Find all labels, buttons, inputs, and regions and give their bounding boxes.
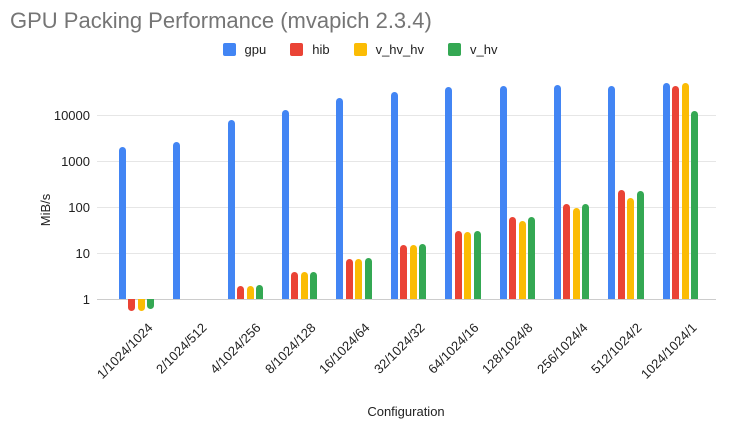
bar-hib-16-1024-64	[345, 258, 353, 299]
bar-v_hv_hv-1024-1024-1	[681, 82, 689, 299]
gridline	[97, 161, 716, 163]
y-tick-label: 10	[75, 245, 90, 261]
bar-v_hv-512-1024-2	[636, 191, 644, 299]
bar-hib-256-1024-4	[563, 203, 571, 299]
y-tick-label: 1000	[61, 153, 90, 169]
bar-hib-8-1024-128	[291, 272, 299, 299]
bar-v_hv-128-1024-8	[528, 217, 536, 299]
legend-swatch-gpu	[222, 43, 236, 56]
bar-v_hv-1-1024-1024	[147, 299, 155, 310]
x-tick-label: 64/1024/16	[424, 320, 482, 377]
bar-hib-32-1024-32	[400, 245, 408, 299]
bar-hib-512-1024-2	[617, 190, 625, 299]
y-tick-label: 100	[68, 199, 90, 215]
bar-gpu-16-1024-64	[336, 97, 344, 299]
legend-label: v_hv	[470, 42, 498, 57]
bar-gpu-128-1024-8	[499, 86, 507, 299]
x-axis-title: Configuration	[367, 404, 445, 419]
legend-label: gpu	[244, 42, 267, 57]
legend-item-gpu: gpu	[222, 42, 267, 57]
bar-v_hv_hv-64-1024-16	[464, 231, 472, 299]
bar-gpu-32-1024-32	[390, 91, 398, 299]
bar-gpu-64-1024-16	[445, 87, 453, 299]
bar-gpu-8-1024-128	[281, 110, 289, 299]
bar-hib-64-1024-16	[454, 231, 462, 299]
gridline	[97, 115, 716, 117]
bar-v_hv-1024-1024-1	[691, 111, 699, 299]
bar-v_hv-32-1024-32	[419, 244, 427, 299]
bar-v_hv_hv-256-1024-4	[572, 208, 580, 299]
legend: gpu hib v_hv_hv v_hv	[0, 42, 720, 57]
chart-title: GPU Packing Performance (mvapich 2.3.4)	[10, 8, 432, 33]
bar-v_hv_hv-1-1024-1024	[137, 299, 145, 311]
bar-gpu-1-1024-1024	[118, 146, 126, 299]
legend-item-hib: hib	[290, 42, 330, 57]
legend-item-v_hv: v_hv	[448, 42, 497, 57]
x-tick-label: 1/1024/1024	[93, 320, 156, 382]
legend-swatch-v_hv_hv	[353, 43, 367, 56]
x-tick-label: 2/1024/512	[152, 320, 210, 377]
y-tick-label: 10000	[53, 107, 90, 123]
y-tick-label: 1	[82, 291, 90, 307]
gridline	[97, 207, 716, 209]
bar-hib-4-1024-256	[237, 286, 245, 299]
legend-item-v_hv_hv: v_hv_hv	[353, 42, 424, 57]
bar-gpu-512-1024-2	[608, 86, 616, 299]
bar-gpu-4-1024-256	[227, 119, 235, 299]
bar-gpu-1024-1024-1	[662, 83, 670, 299]
legend-swatch-v_hv	[448, 43, 461, 56]
bar-v_hv_hv-128-1024-8	[518, 221, 526, 299]
bar-v_hv_hv-4-1024-256	[246, 286, 254, 299]
bar-gpu-2-1024-512	[173, 141, 181, 299]
legend-label: hib	[312, 42, 330, 57]
x-axis-baseline	[97, 299, 716, 300]
bar-v_hv-256-1024-4	[582, 203, 590, 299]
bar-v_hv-64-1024-16	[473, 230, 481, 299]
bar-v_hv_hv-8-1024-128	[300, 272, 308, 299]
bar-v_hv-16-1024-64	[364, 258, 372, 299]
bar-hib-128-1024-8	[509, 217, 517, 299]
bar-gpu-256-1024-4	[553, 84, 561, 299]
bar-v_hv-4-1024-256	[256, 285, 264, 299]
bar-hib-1024-1024-1	[672, 86, 680, 299]
legend-swatch-hib	[290, 43, 304, 56]
legend-label: v_hv_hv	[375, 42, 424, 57]
bar-v_hv_hv-512-1024-2	[627, 197, 635, 299]
bar-v_hv-8-1024-128	[310, 271, 318, 299]
bar-hib-1-1024-1024	[128, 299, 136, 311]
bar-v_hv_hv-16-1024-64	[355, 258, 363, 299]
bar-v_hv_hv-32-1024-32	[409, 245, 417, 299]
